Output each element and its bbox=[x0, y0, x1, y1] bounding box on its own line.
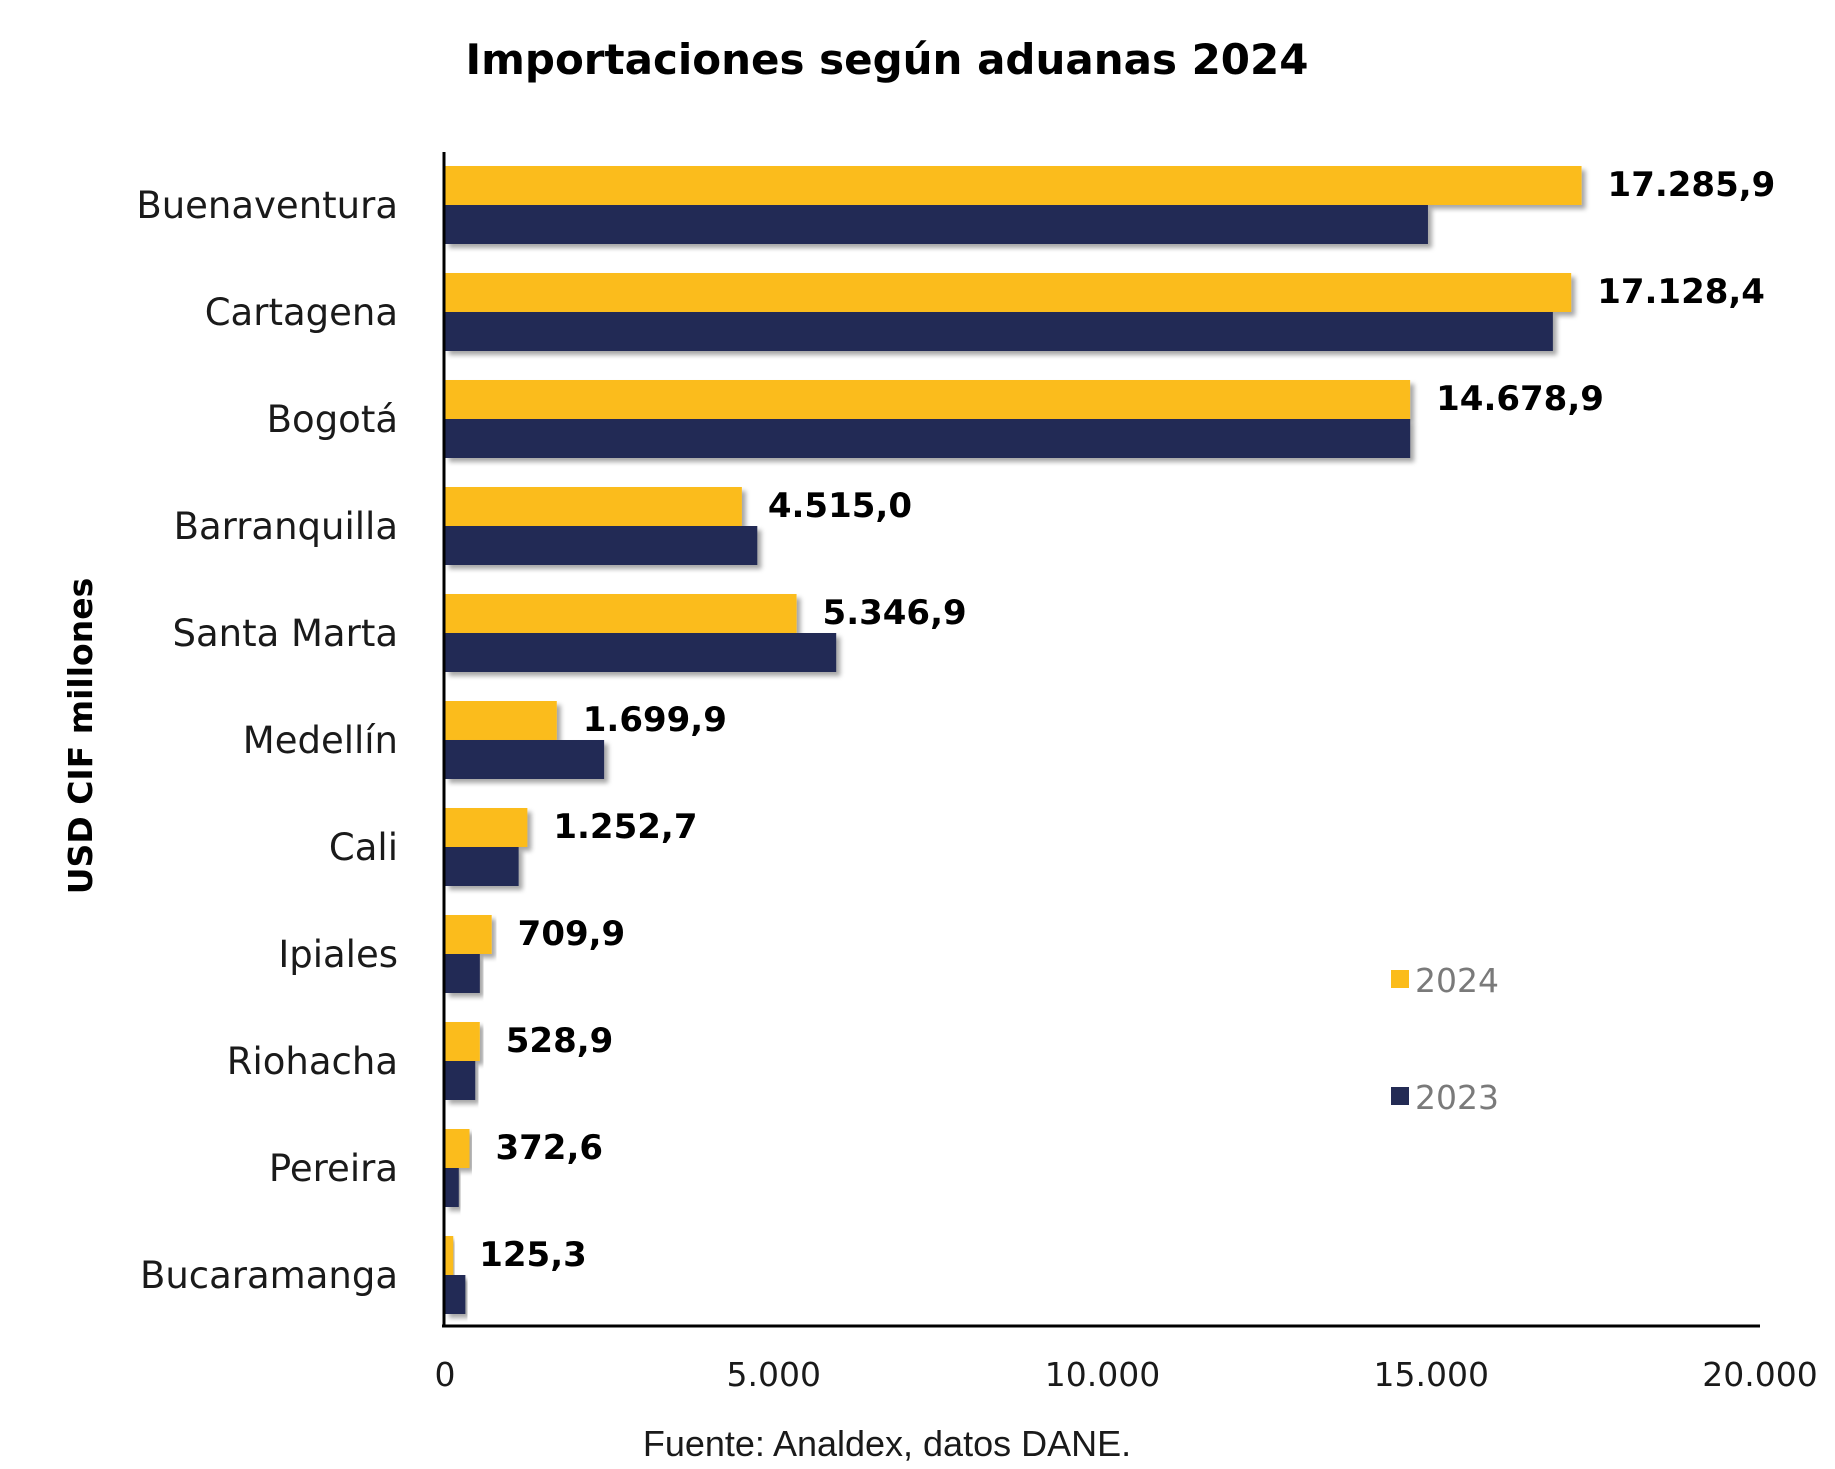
value-label-2024-riohacha: 528,9 bbox=[506, 1021, 614, 1061]
value-label-2024-santa-marta: 5.346,9 bbox=[823, 593, 967, 633]
bar-2024-buenaventura bbox=[445, 166, 1582, 205]
value-label-2024-buenaventura: 17.285,9 bbox=[1608, 165, 1776, 205]
bar-2024-ipiales bbox=[445, 915, 492, 954]
category-label-bucaramanga: Bucaramanga bbox=[140, 1254, 398, 1297]
legend-swatch-2023 bbox=[1391, 1087, 1409, 1105]
bar-2023-cali bbox=[445, 847, 519, 886]
bar-2023-santa-marta bbox=[445, 633, 837, 672]
bar-2024-riohacha bbox=[445, 1022, 480, 1061]
x-tick-label: 15.000 bbox=[1374, 1355, 1489, 1394]
x-tick-label: 0 bbox=[435, 1355, 456, 1394]
bar-2023-cartagena bbox=[445, 312, 1553, 351]
bar-2024-bucaramanga bbox=[445, 1236, 454, 1275]
bar-2024-barranquilla bbox=[445, 487, 742, 526]
bar-2023-medellin bbox=[445, 740, 605, 779]
category-label-cartagena: Cartagena bbox=[205, 291, 398, 334]
x-tick-label: 5.000 bbox=[727, 1355, 821, 1394]
legend-label-2023: 2023 bbox=[1415, 1078, 1499, 1117]
category-labels-group: Buenaventura Cartagena Bogotá Barranquilla S… bbox=[136, 184, 398, 1297]
x-tick-labels-group: 0 5.000 10.000 15.000 20.000 bbox=[435, 1355, 1818, 1394]
value-label-2024-cartagena: 17.128,4 bbox=[1597, 272, 1765, 312]
bar-2024-cali bbox=[445, 808, 528, 847]
category-label-barranquilla: Barranquilla bbox=[174, 505, 398, 548]
category-label-santa-marta: Santa Marta bbox=[172, 612, 398, 655]
legend-label-2024: 2024 bbox=[1415, 961, 1499, 1000]
bar-2023-pereira bbox=[445, 1168, 459, 1207]
bar-2023-barranquilla bbox=[445, 526, 758, 565]
legend: 2024 2023 bbox=[1391, 961, 1499, 1117]
chart-title: Importaciones según aduanas 2024 bbox=[466, 35, 1309, 84]
legend-swatch-2024 bbox=[1391, 970, 1409, 988]
bar-2024-santa-marta bbox=[445, 594, 797, 633]
category-label-bogota: Bogotá bbox=[267, 398, 398, 441]
bar-2023-ipiales bbox=[445, 954, 480, 993]
value-label-2024-pereira: 372,6 bbox=[495, 1128, 603, 1168]
x-tick-label: 20.000 bbox=[1702, 1355, 1817, 1394]
bar-2024-bogota bbox=[445, 380, 1411, 419]
bar-2023-riohacha bbox=[445, 1061, 476, 1100]
category-label-cali: Cali bbox=[329, 826, 398, 869]
value-label-2024-ipiales: 709,9 bbox=[518, 914, 626, 954]
bar-2024-pereira bbox=[445, 1129, 470, 1168]
value-label-2024-bucaramanga: 125,3 bbox=[479, 1235, 587, 1275]
value-label-2024-medellin: 1.699,9 bbox=[583, 700, 727, 740]
bar-2023-bogota bbox=[445, 419, 1411, 458]
value-label-2024-cali: 1.252,7 bbox=[553, 807, 697, 847]
value-label-2024-bogota: 14.678,9 bbox=[1436, 379, 1604, 419]
bars-group bbox=[445, 166, 1582, 1314]
y-axis-label: USD CIF millones bbox=[61, 578, 100, 894]
bar-2023-bucaramanga bbox=[445, 1275, 466, 1314]
category-label-buenaventura: Buenaventura bbox=[136, 184, 398, 227]
category-label-pereira: Pereira bbox=[269, 1147, 398, 1190]
bar-2023-buenaventura bbox=[445, 205, 1428, 244]
category-label-riohacha: Riohacha bbox=[227, 1040, 398, 1083]
bar-2024-medellin bbox=[445, 701, 557, 740]
source-note: Fuente: Analdex, datos DANE. bbox=[643, 1423, 1131, 1464]
category-label-ipiales: Ipiales bbox=[278, 933, 398, 976]
x-tick-label: 10.000 bbox=[1045, 1355, 1160, 1394]
value-labels-group: 17.285,9 17.128,4 14.678,9 4.515,0 5.346,9 1.… bbox=[479, 165, 1775, 1275]
value-label-2024-barranquilla: 4.515,0 bbox=[768, 486, 912, 526]
bar-2024-cartagena bbox=[445, 273, 1572, 312]
category-label-medellin: Medellín bbox=[243, 719, 398, 762]
